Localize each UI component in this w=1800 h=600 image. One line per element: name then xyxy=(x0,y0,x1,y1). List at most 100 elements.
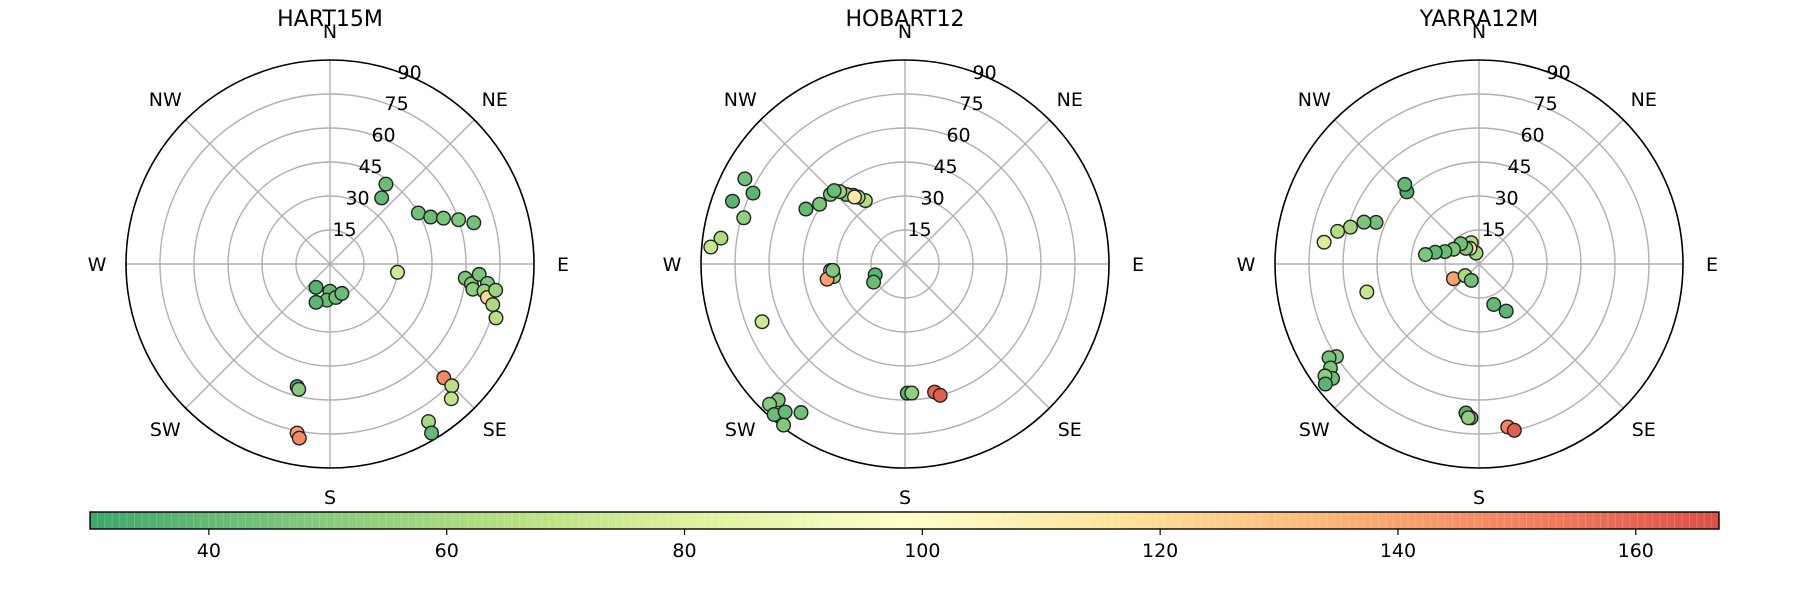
direction-label-sw: SW xyxy=(150,419,181,441)
radial-tick-label: 15 xyxy=(332,219,356,241)
polar-outline xyxy=(1274,59,1684,469)
polar-outline xyxy=(700,59,1110,469)
radial-tick-label: 75 xyxy=(1533,93,1557,115)
radial-tick-label: 90 xyxy=(1547,62,1571,84)
data-point xyxy=(466,215,482,231)
data-point xyxy=(1506,422,1522,438)
data-point xyxy=(932,387,948,403)
data-point xyxy=(1486,296,1502,312)
data-point xyxy=(1342,219,1358,235)
data-point xyxy=(374,190,390,206)
data-point xyxy=(1359,284,1375,300)
data-point xyxy=(291,381,307,397)
polar-panel-2: HOBART12 15 30 45 60 75 90 E NE N NW W SW S SE xyxy=(663,7,1144,509)
direction-label-n: N xyxy=(1472,21,1486,43)
direction-label-sw: SW xyxy=(725,419,756,441)
radial-tick-label: 60 xyxy=(1520,125,1544,147)
radial-tick-label: 90 xyxy=(398,62,422,84)
radial-tick-label: 60 xyxy=(371,125,395,147)
data-point xyxy=(488,310,504,326)
radial-tick-label: 45 xyxy=(933,156,957,178)
colorbar-tick-label: 120 xyxy=(1142,540,1178,562)
direction-label-s: S xyxy=(1473,487,1485,509)
radial-tick-label: 30 xyxy=(1494,187,1518,209)
data-point xyxy=(745,185,761,201)
data-point xyxy=(812,196,828,212)
direction-label-nw: NW xyxy=(149,89,182,111)
data-point xyxy=(378,176,394,192)
data-point xyxy=(334,285,350,301)
direction-label-w: W xyxy=(1237,254,1256,276)
panel-title: HART15M xyxy=(277,7,383,32)
radial-tick-label: 90 xyxy=(973,62,997,84)
radial-tick-label: 30 xyxy=(920,187,944,209)
grid-spoke xyxy=(1478,263,1624,409)
data-point xyxy=(435,210,451,226)
data-point xyxy=(1460,410,1476,426)
data-point xyxy=(825,262,841,278)
direction-label-ne: NE xyxy=(1631,89,1657,111)
direction-label-ne: NE xyxy=(1057,89,1083,111)
direction-label-se: SE xyxy=(483,419,507,441)
data-point xyxy=(866,274,882,290)
grid-spoke xyxy=(904,119,1050,265)
data-point xyxy=(904,385,920,401)
colorbar-tick-label: 40 xyxy=(197,540,221,562)
direction-label-e: E xyxy=(1706,254,1718,276)
colorbar-tick-label: 60 xyxy=(435,540,459,562)
panel-title: HOBART12 xyxy=(845,7,964,32)
colorbar-gradient xyxy=(90,512,1719,529)
grid-spoke xyxy=(1478,119,1624,265)
colorbar-tick-label: 160 xyxy=(1618,540,1654,562)
grid-spoke xyxy=(904,263,1050,409)
colorbar-tick-label: 140 xyxy=(1380,540,1416,562)
data-point xyxy=(1330,223,1346,239)
radial-tick-label: 15 xyxy=(907,219,931,241)
direction-label-s: S xyxy=(899,487,911,509)
data-point xyxy=(754,314,770,330)
polar-panel-1: HART15M 15 30 45 60 75 90 E NE N NW W SW S SE xyxy=(88,7,569,509)
polar-outline xyxy=(125,59,535,469)
radial-tick-label: 45 xyxy=(358,156,382,178)
data-point xyxy=(777,404,793,420)
data-point xyxy=(308,279,324,295)
direction-label-se: SE xyxy=(1632,419,1656,441)
data-point xyxy=(488,282,504,298)
data-point xyxy=(793,405,809,421)
data-point xyxy=(451,212,467,228)
panel-title: YARRA12M xyxy=(1419,7,1539,32)
colorbar-tick-label: 80 xyxy=(672,540,696,562)
data-point xyxy=(847,189,863,205)
data-point xyxy=(389,264,405,280)
radial-tick-label: 75 xyxy=(384,93,408,115)
data-point xyxy=(776,417,792,433)
data-point xyxy=(724,193,740,209)
direction-label-ne: NE xyxy=(482,89,508,111)
data-point xyxy=(443,391,459,407)
data-point xyxy=(1417,247,1433,263)
direction-label-e: E xyxy=(1132,254,1144,276)
direction-label-nw: NW xyxy=(724,89,757,111)
data-point xyxy=(1356,214,1372,230)
direction-label-se: SE xyxy=(1058,419,1082,441)
radial-tick-label: 30 xyxy=(345,187,369,209)
radial-tick-label: 75 xyxy=(959,93,983,115)
data-point xyxy=(798,201,814,217)
data-point xyxy=(485,297,501,313)
direction-label-n: N xyxy=(898,21,912,43)
colorbar-frame xyxy=(89,511,1720,530)
data-point xyxy=(1317,376,1333,392)
data-point xyxy=(1463,272,1479,288)
direction-label-s: S xyxy=(324,487,336,509)
data-point xyxy=(410,205,426,221)
data-point xyxy=(703,239,719,255)
colorbar: 40 60 80 100 120 140 160 xyxy=(89,511,1720,562)
polar-panels: HART15M153045607590ENENNWWSWSSEHOBART121… xyxy=(88,7,1718,509)
grid-spoke xyxy=(185,263,331,409)
direction-label-w: W xyxy=(663,254,682,276)
data-point xyxy=(1397,176,1413,192)
polar-panel-3: YARRA12M 15 30 45 60 75 90 E NE N NW W SW S SE xyxy=(1237,7,1718,509)
radial-tick-label: 45 xyxy=(1507,156,1531,178)
radial-tick-label: 60 xyxy=(946,125,970,147)
data-point xyxy=(736,210,752,226)
